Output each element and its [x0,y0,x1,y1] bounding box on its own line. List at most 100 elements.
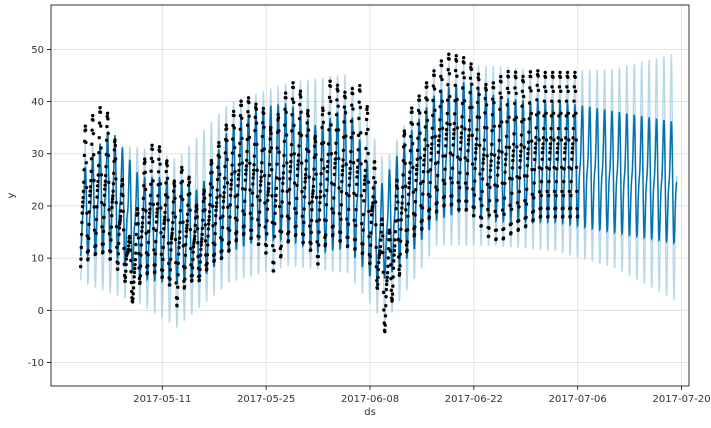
observed-point [538,190,542,194]
observed-point [114,200,118,205]
observed-point [533,146,538,150]
observed-point [420,218,424,223]
observed-point [550,70,555,75]
observed-point [112,171,116,176]
observed-point [376,282,380,287]
observed-point [533,141,538,146]
observed-point [165,176,170,181]
observed-point [572,114,576,118]
observed-point [532,167,537,172]
observed-point [373,200,378,204]
observed-point [182,284,187,289]
observed-point [215,177,220,182]
observed-point [181,220,185,224]
observed-point [257,210,262,214]
observed-point [341,164,345,168]
observed-point [314,172,318,176]
observed-point [193,229,197,234]
observed-point [289,160,293,164]
observed-point [177,236,182,240]
observed-point [274,186,279,191]
observed-point [493,209,497,214]
observed-point [326,159,330,164]
observed-point [213,231,217,236]
observed-point [355,182,359,186]
observed-point [429,146,434,151]
observed-point [274,193,278,198]
observed-point [213,242,217,247]
observed-point [186,183,191,187]
observed-point [97,151,101,155]
observed-point [513,70,518,74]
observed-point [570,157,574,161]
observed-point [265,232,269,236]
observed-point [558,75,563,79]
observed-point [324,233,328,237]
observed-point [313,139,318,144]
observed-point [249,228,254,233]
observed-point [450,194,454,198]
observed-point [536,74,540,78]
observed-point [441,178,445,183]
observed-point [200,232,204,237]
observed-point [437,134,441,138]
observed-point [259,169,264,174]
observed-point [535,98,539,102]
observed-point [572,85,577,89]
observed-point [430,126,435,130]
observed-point [116,252,121,256]
observed-point [532,181,536,185]
observed-point [187,180,192,184]
observed-point [155,214,159,219]
observed-point [116,267,120,271]
observed-point [431,84,436,88]
observed-point [131,286,136,290]
observed-point [211,224,215,228]
observed-point [484,88,488,92]
observed-point [232,126,236,130]
observed-point [444,144,448,148]
observed-point [142,183,146,188]
observed-point [414,178,418,183]
observed-point [155,210,159,215]
observed-point [466,138,471,142]
observed-point [362,182,367,186]
observed-point [536,88,541,93]
observed-point [492,153,497,157]
observed-point [385,270,390,275]
observed-point [435,173,440,178]
observed-point [573,70,577,75]
observed-point [162,227,166,231]
observed-point [231,109,236,114]
observed-point [527,101,532,105]
observed-point [428,168,433,172]
observed-point [213,221,218,226]
observed-point [506,69,510,74]
observed-point [141,215,145,220]
observed-point [519,143,523,147]
observed-point [513,86,517,90]
observed-point [331,232,335,237]
observed-point [571,136,575,140]
observed-point [408,170,412,174]
observed-point [306,114,310,118]
observed-point [140,225,144,229]
observed-point [505,120,509,124]
observed-point [243,199,247,203]
observed-point [358,89,362,93]
observed-point [100,225,104,229]
observed-point [489,163,493,168]
observed-point [371,186,376,190]
observed-point [277,129,281,133]
observed-point [521,74,525,79]
observed-point [557,85,562,89]
y-tick-label: 10 [31,254,44,265]
observed-point [490,128,494,133]
observed-point [569,167,574,171]
y-tick-label: 40 [31,97,44,108]
observed-point [554,206,558,210]
observed-point [423,125,428,129]
observed-point [559,89,563,94]
observed-point [499,95,504,100]
observed-point [175,296,180,301]
